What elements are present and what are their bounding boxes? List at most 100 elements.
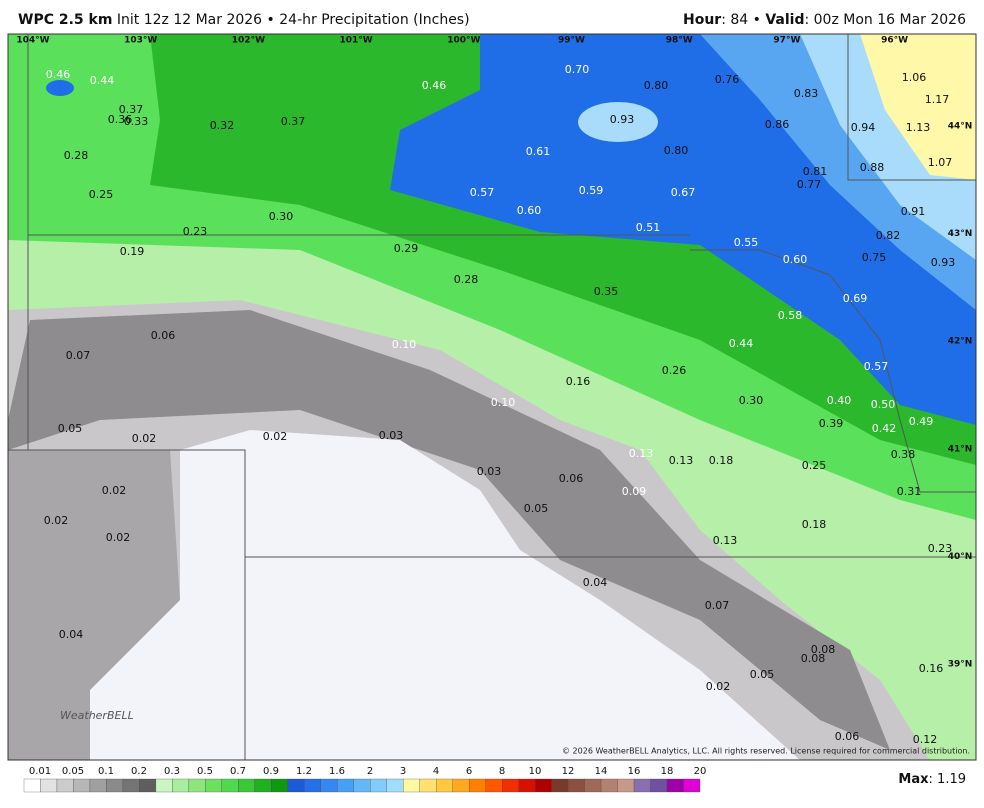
colorbar-swatch [452, 778, 470, 793]
precip-label: 0.75 [862, 251, 887, 264]
precip-label: 0.03 [477, 465, 502, 478]
valid-label: Valid [765, 12, 805, 28]
colorbar-swatch [254, 778, 272, 793]
precip-label: 0.44 [729, 337, 754, 350]
zone [578, 102, 658, 142]
precip-label: 0.83 [794, 87, 819, 100]
precip-label: 0.80 [664, 144, 689, 157]
precip-label: 0.67 [671, 186, 696, 199]
borders [7, 33, 977, 761]
precip-label: 0.03 [379, 429, 404, 442]
colorbar-label: 1.2 [296, 766, 312, 777]
colorbar-label: 0.3 [164, 766, 180, 777]
latitude-label: 41°N [948, 444, 973, 454]
longitude-label: 96°W [881, 36, 908, 46]
colorbar-swatch [221, 778, 239, 793]
precip-label: 0.36 [108, 113, 133, 126]
colorbar-swatch [271, 778, 288, 793]
precip-label: 0.40 [827, 394, 852, 407]
precip-label: 0.30 [739, 394, 764, 407]
colorbar-swatch [56, 778, 74, 793]
precip-label: 0.50 [871, 398, 896, 411]
colorbar-label: 10 [529, 766, 542, 777]
colorbar-swatch [633, 778, 651, 793]
colorbar-swatch [436, 778, 453, 793]
precip-label: 0.44 [90, 74, 115, 87]
precip-label: 0.18 [709, 454, 734, 467]
max-value: : 1.19 [929, 772, 966, 787]
precip-label: 0.02 [102, 484, 127, 497]
precip-label: 0.58 [778, 309, 803, 322]
precip-label: 0.46 [46, 68, 71, 81]
precip-label: 0.04 [59, 628, 84, 641]
precip-label: 0.05 [524, 502, 549, 515]
precip-label: 0.10 [392, 338, 417, 351]
precip-label: 0.19 [120, 245, 145, 258]
precip-label: 0.91 [901, 205, 926, 218]
precip-label: 0.28 [454, 273, 479, 286]
colorbar-swatch [122, 778, 140, 793]
colorbar-label: 8 [499, 766, 505, 777]
precip-label: 0.29 [394, 242, 419, 255]
hour-label: Hour [682, 12, 722, 28]
precip-label: 0.23 [183, 225, 208, 238]
precip-label: 0.46 [422, 79, 447, 92]
precip-label: 0.60 [783, 253, 808, 266]
colorbar-label: 4 [433, 766, 439, 777]
colorbar-label: 14 [595, 766, 608, 777]
colorbar-swatch [139, 778, 157, 793]
colorbar-swatch [485, 778, 503, 793]
latitude-label: 40°N [948, 552, 973, 562]
longitude-label: 98°W [666, 36, 693, 46]
precip-label: 1.07 [928, 156, 953, 169]
precip-label: 0.93 [931, 256, 956, 269]
longitude-label: 100°W [447, 36, 480, 46]
colorbar-swatch [666, 778, 684, 793]
colorbar-label: 0.05 [62, 766, 84, 777]
precip-label: 0.02 [44, 514, 69, 527]
precip-label: 0.05 [750, 668, 775, 681]
border [847, 34, 976, 181]
colorbar-label: 0.2 [131, 766, 147, 777]
precip-label: 0.32 [210, 119, 235, 132]
precip-label: 0.38 [891, 448, 916, 461]
colorbar-swatch [40, 778, 58, 793]
colorbar-swatch [534, 778, 552, 793]
precip-label: 0.16 [566, 375, 591, 388]
precip-label: 0.82 [876, 229, 901, 242]
colorbar-label: 12 [562, 766, 575, 777]
latitude-label: 43°N [948, 229, 973, 239]
colorbar-swatch [419, 778, 437, 793]
colorbar-label: 0.01 [29, 766, 51, 777]
colorbar-label: 18 [661, 766, 674, 777]
precip-label: 0.09 [622, 485, 647, 498]
longitude-label: 99°W [558, 36, 585, 46]
precip-label: 0.81 [803, 165, 828, 178]
precip-label: 0.08 [811, 643, 836, 656]
precip-label: 0.02 [132, 432, 157, 445]
latitude-label: 44°N [948, 122, 973, 132]
border [8, 449, 246, 760]
precip-label: 0.06 [151, 329, 176, 342]
precip-label: 0.06 [559, 472, 584, 485]
colorbar-swatch [23, 778, 41, 793]
hour-value: : 84 • [721, 12, 766, 28]
colorbar-swatch [172, 778, 190, 793]
colorbar-label: 1.6 [329, 766, 345, 777]
colorbar-label: 0.7 [230, 766, 246, 777]
precip-label: 0.25 [802, 459, 827, 472]
colorbar-swatch [600, 778, 618, 793]
max-label: Max [898, 772, 929, 787]
colorbar-swatch [386, 778, 404, 793]
precip-label: 0.94 [851, 121, 876, 134]
precip-label: 0.35 [594, 285, 619, 298]
border [690, 249, 976, 493]
precip-label: 0.28 [64, 149, 89, 162]
precip-label: 0.42 [872, 422, 897, 435]
precip-label: 0.07 [66, 349, 91, 362]
precip-label: 0.80 [644, 79, 669, 92]
colorbar-swatch [650, 778, 668, 793]
longitude-label: 101°W [339, 36, 372, 46]
colorbar-swatch [501, 778, 519, 793]
